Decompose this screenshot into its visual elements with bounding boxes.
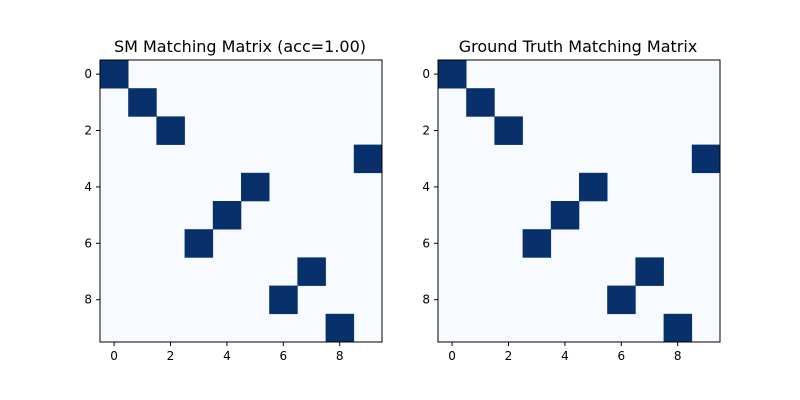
gt-x-tick-label-6: 6 <box>617 349 625 363</box>
sm-y-tick-label-6: 6 <box>84 236 92 250</box>
sm-axes-frame <box>99 59 383 343</box>
ground-truth-matrix-panel: Ground Truth Matching Matrix 0 2 4 6 8 0 2 4 6 8 <box>422 37 721 363</box>
sm-y-tick-label-8: 8 <box>84 293 92 307</box>
gt-x-tick-label-8: 8 <box>674 349 682 363</box>
gt-y-tick-label-6: 6 <box>422 236 430 250</box>
sm-y-tick-label-2: 2 <box>84 124 92 138</box>
sm-x-tick-label-8: 8 <box>336 349 344 363</box>
sm-match-cell-r4-c5 <box>241 172 270 202</box>
gt-y-tick-label-0: 0 <box>422 67 430 81</box>
ground-truth-matrix-title: Ground Truth Matching Matrix <box>459 37 698 56</box>
gt-x-tick-label-4: 4 <box>561 349 569 363</box>
sm-x-tick-label-6: 6 <box>279 349 287 363</box>
gt-match-cell-r9-c8 <box>663 313 693 343</box>
gt-y-tick-label-8: 8 <box>422 293 430 307</box>
sm-match-cell-r7-c7 <box>297 257 326 286</box>
gt-match-cell-r3-c9 <box>691 144 721 174</box>
sm-match-cell-r0-c0 <box>100 60 129 89</box>
gt-match-cell-r7-c7 <box>635 257 664 286</box>
gt-y-tick-label-4: 4 <box>422 180 430 194</box>
gt-match-cell-r2-c2 <box>494 116 523 145</box>
sm-x-tick-label-0: 0 <box>110 349 118 363</box>
gt-axes-frame <box>437 59 721 343</box>
sm-y-tick-label-0: 0 <box>84 67 92 81</box>
gt-match-cell-r8-c6 <box>607 285 636 315</box>
sm-match-cell-r6-c3 <box>184 229 214 258</box>
sm-matrix-title: SM Matching Matrix (acc=1.00) <box>114 37 366 56</box>
gt-match-cell-r5-c4 <box>550 201 580 230</box>
sm-x-tick-label-2: 2 <box>167 349 175 363</box>
sm-match-cell-r2-c2 <box>156 116 185 145</box>
gt-x-tick-label-2: 2 <box>505 349 513 363</box>
gt-match-cell-r1-c1 <box>466 88 495 117</box>
gt-y-tick-label-2: 2 <box>422 124 430 138</box>
gt-match-cell-r4-c5 <box>579 172 608 202</box>
sm-match-cell-r3-c9 <box>353 144 383 174</box>
gt-match-cell-r6-c3 <box>522 229 552 258</box>
sm-y-tick-label-4: 4 <box>84 180 92 194</box>
gt-match-cell-r0-c0 <box>438 60 467 89</box>
gt-x-tick-label-0: 0 <box>448 349 456 363</box>
sm-match-cell-r8-c6 <box>269 285 298 315</box>
sm-matrix-panel: SM Matching Matrix (acc=1.00) 0 2 4 6 8 0 2 4 6 8 <box>84 37 383 363</box>
sm-x-tick-label-4: 4 <box>223 349 231 363</box>
sm-match-cell-r9-c8 <box>325 313 355 343</box>
sm-match-cell-r5-c4 <box>212 201 242 230</box>
sm-match-cell-r1-c1 <box>128 88 157 117</box>
